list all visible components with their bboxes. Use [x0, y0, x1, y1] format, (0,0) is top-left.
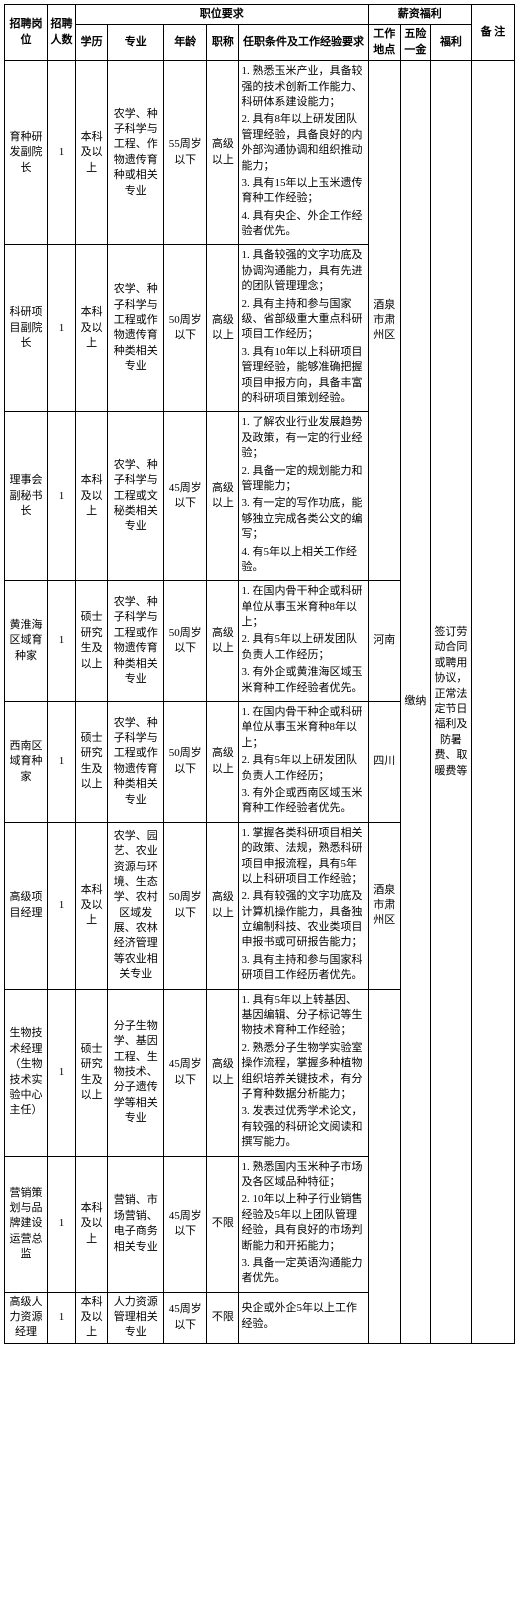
cell-major: 农学、种子科学与工程、作物遗传育种或相关专业 — [108, 61, 164, 245]
cell-exp: 1. 了解农业行业发展趋势及政策，有一定的行业经验；2. 具备一定的规划能力和管… — [239, 412, 368, 581]
cell-position: 生物技术经理（生物技术实验中心主任） — [5, 989, 48, 1156]
cell-position: 黄淮海区域育种家 — [5, 581, 48, 702]
cell-title: 不限 — [207, 1156, 239, 1292]
cell-age: 50周岁以下 — [164, 702, 207, 823]
th-req-group: 职位要求 — [75, 5, 368, 25]
cell-title: 高级以上 — [207, 581, 239, 702]
cell-edu: 本科及以上 — [75, 245, 107, 412]
cell-loc: 酒泉市肃州区 — [368, 61, 400, 581]
cell-position: 西南区域育种家 — [5, 702, 48, 823]
cell-title: 高级以上 — [207, 245, 239, 412]
cell-edu: 硕士研究生及以上 — [75, 702, 107, 823]
cell-major: 农学、种子科学与工程或作物遗传育种类相关专业 — [108, 702, 164, 823]
cell-exp: 1. 熟悉国内玉米种子市场及各区域品种特征；2. 10年以上种子行业销售经验及5… — [239, 1156, 368, 1292]
cell-insurance: 缴纳 — [400, 61, 430, 1344]
cell-title: 高级以上 — [207, 61, 239, 245]
cell-exp: 1. 在国内骨干种企或科研单位从事玉米育种8年以上；2. 具有5年以上研发团队负… — [239, 581, 368, 702]
th-major: 专业 — [108, 25, 164, 61]
cell-title: 高级以上 — [207, 412, 239, 581]
cell-loc: 酒泉市肃州区 — [368, 822, 400, 989]
cell-exp: 1. 熟悉玉米产业，具备较强的技术创新工作能力、科研体系建设能力；2. 具有8年… — [239, 61, 368, 245]
th-position: 招聘岗位 — [5, 5, 48, 61]
cell-age: 50周岁以下 — [164, 581, 207, 702]
cell-major: 人力资源管理相关专业 — [108, 1292, 164, 1343]
th-title: 职称 — [207, 25, 239, 61]
cell-exp: 央企或外企5年以上工作经验。 — [239, 1292, 368, 1343]
cell-major: 农学、种子科学与工程或作物遗传育种类相关专业 — [108, 245, 164, 412]
cell-edu: 本科及以上 — [75, 61, 107, 245]
cell-count: 1 — [48, 245, 76, 412]
cell-age: 45周岁以下 — [164, 989, 207, 1156]
cell-count: 1 — [48, 822, 76, 989]
cell-position: 高级人力资源经理 — [5, 1292, 48, 1343]
cell-age: 50周岁以下 — [164, 822, 207, 989]
cell-loc: 河南 — [368, 581, 400, 702]
th-count: 招聘人数 — [48, 5, 76, 61]
cell-count: 1 — [48, 989, 76, 1156]
th-age: 年龄 — [164, 25, 207, 61]
th-remark: 备 注 — [471, 5, 514, 61]
cell-edu: 本科及以上 — [75, 1292, 107, 1343]
cell-edu: 本科及以上 — [75, 412, 107, 581]
cell-count: 1 — [48, 61, 76, 245]
th-loc: 工作地点 — [368, 25, 400, 61]
cell-position: 高级项目经理 — [5, 822, 48, 989]
cell-position: 理事会副秘书长 — [5, 412, 48, 581]
recruitment-table: 招聘岗位 招聘人数 职位要求 薪资福利 备 注 学历 专业 年龄 职称 任职条件… — [4, 4, 515, 1344]
cell-age: 45周岁以下 — [164, 1292, 207, 1343]
cell-edu: 硕士研究生及以上 — [75, 581, 107, 702]
cell-major: 营销、市场营销、电子商务相关专业 — [108, 1156, 164, 1292]
th-salary-group: 薪资福利 — [368, 5, 471, 25]
cell-age: 50周岁以下 — [164, 245, 207, 412]
cell-exp: 1. 掌握各类科研项目相关的政策、法规，熟悉科研项目申报流程，具有5年以上科研项… — [239, 822, 368, 989]
th-welfare: 福利 — [430, 25, 471, 61]
cell-remark — [471, 61, 514, 1344]
cell-edu: 本科及以上 — [75, 822, 107, 989]
cell-count: 1 — [48, 1292, 76, 1343]
cell-count: 1 — [48, 581, 76, 702]
cell-exp: 1. 具有5年以上转基因、基因编辑、分子标记等生物技术育种工作经验；2. 熟悉分… — [239, 989, 368, 1156]
cell-exp: 1. 在国内骨干种企或科研单位从事玉米育种8年以上；2. 具有5年以上研发团队负… — [239, 702, 368, 823]
cell-age: 45周岁以下 — [164, 412, 207, 581]
cell-major: 农学、种子科学与工程或作物遗传育种类相关专业 — [108, 581, 164, 702]
cell-title: 高级以上 — [207, 702, 239, 823]
cell-edu: 本科及以上 — [75, 1156, 107, 1292]
cell-position: 科研项目副院长 — [5, 245, 48, 412]
th-edu: 学历 — [75, 25, 107, 61]
cell-major: 农学、种子科学与工程或文秘类相关专业 — [108, 412, 164, 581]
table-row: 育种研发副院长1本科及以上农学、种子科学与工程、作物遗传育种或相关专业55周岁以… — [5, 61, 515, 245]
cell-position: 育种研发副院长 — [5, 61, 48, 245]
cell-major: 分子生物学、基因工程、生物技术、分子遗传学等相关专业 — [108, 989, 164, 1156]
cell-edu: 硕士研究生及以上 — [75, 989, 107, 1156]
cell-position: 营销策划与品牌建设运营总监 — [5, 1156, 48, 1292]
th-exp: 任职条件及工作经验要求 — [239, 25, 368, 61]
cell-title: 高级以上 — [207, 822, 239, 989]
th-ins: 五险一金 — [400, 25, 430, 61]
cell-welfare: 签订劳动合同或聘用协议，正常法定节日福利及防暑费、取暖费等 — [430, 61, 471, 1344]
cell-title: 高级以上 — [207, 989, 239, 1156]
cell-title: 不限 — [207, 1292, 239, 1343]
cell-loc — [368, 989, 400, 1343]
cell-count: 1 — [48, 1156, 76, 1292]
cell-age: 45周岁以下 — [164, 1156, 207, 1292]
cell-loc: 四川 — [368, 702, 400, 823]
cell-exp: 1. 具备较强的文字功底及协调沟通能力，具有先进的团队管理理念；2. 具有主持和… — [239, 245, 368, 412]
cell-major: 农学、园艺、农业资源与环境、生态学、农村区域发展、农林经济管理等农业相关专业 — [108, 822, 164, 989]
cell-age: 55周岁以下 — [164, 61, 207, 245]
cell-count: 1 — [48, 702, 76, 823]
cell-count: 1 — [48, 412, 76, 581]
